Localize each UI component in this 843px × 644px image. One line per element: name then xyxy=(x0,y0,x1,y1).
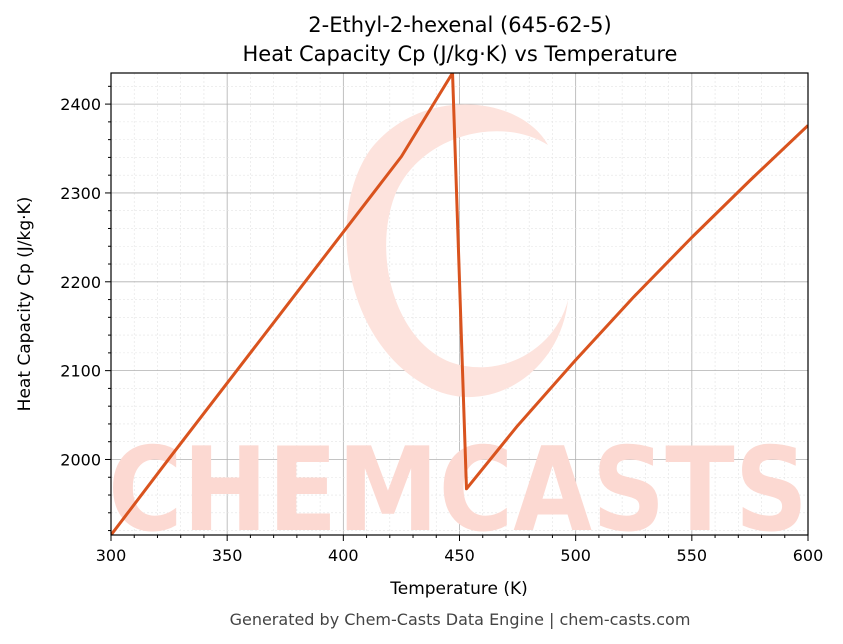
x-tick-label: 450 xyxy=(444,546,475,565)
grid xyxy=(110,73,809,535)
watermark-text: CHEMCASTS xyxy=(108,423,808,558)
chart-title-line2: Heat Capacity Cp (J/kg·K) vs Temperature xyxy=(243,42,678,66)
x-tick-label: 350 xyxy=(212,546,243,565)
y-axis-label: Heat Capacity Cp (J/kg·K) xyxy=(15,197,35,412)
x-tick-label: 400 xyxy=(328,546,359,565)
footer-text: Generated by Chem-Casts Data Engine | ch… xyxy=(230,610,691,629)
x-tick-label: 600 xyxy=(793,546,824,565)
y-tick-label: 2000 xyxy=(60,450,101,469)
x-tick-label: 300 xyxy=(96,546,127,565)
y-tick-label: 2200 xyxy=(60,273,101,292)
y-tick-label: 2400 xyxy=(60,95,101,114)
x-tick-label: 500 xyxy=(560,546,591,565)
y-tick-label: 2100 xyxy=(60,362,101,381)
watermark-swirl xyxy=(346,104,568,398)
series-line xyxy=(111,73,808,535)
x-tick-label: 550 xyxy=(677,546,708,565)
chart-title-line1: 2-Ethyl-2-hexenal (645-62-5) xyxy=(308,13,612,37)
y-tick-label: 2300 xyxy=(60,184,101,203)
watermark: CHEMCASTS xyxy=(108,104,808,558)
ticks: 300 350 400 450 500 550 600 2000 2100 2200 2300 240… xyxy=(60,85,824,565)
x-axis-label: Temperature (K) xyxy=(389,579,528,599)
series-group xyxy=(111,73,808,535)
